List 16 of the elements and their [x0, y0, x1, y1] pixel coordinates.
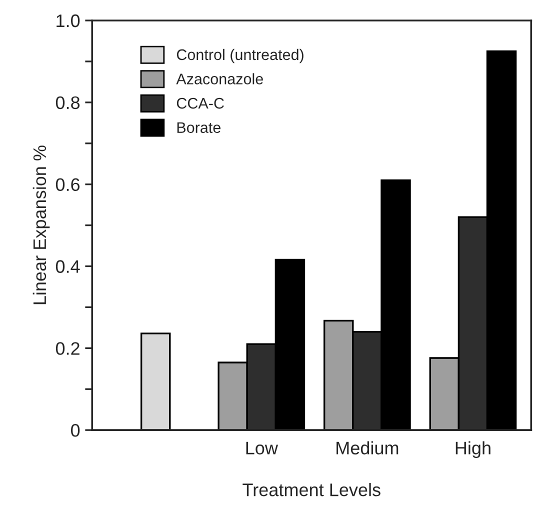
y-tick-label: 0.8 — [56, 96, 80, 110]
legend-label: Borate — [177, 122, 220, 133]
x-tick-label: High — [456, 441, 490, 458]
x-tick-label: Medium — [336, 441, 398, 454]
y-tick-label: 0.2 — [56, 342, 80, 355]
legend-label: Azaconazole — [176, 73, 263, 84]
bar — [140, 332, 171, 430]
y-tick-label: 0.4 — [56, 260, 80, 273]
x-axis-title: Treatment Levels — [242, 483, 380, 496]
y-axis-title: Linear Expansion % — [32, 146, 50, 304]
y-tick-label: 0.6 — [56, 178, 80, 192]
y-tick-label: 0 — [71, 424, 80, 437]
y-tick-label: 1.0 — [56, 14, 80, 28]
legend-label: CCA-C — [176, 98, 224, 109]
x-tick-label: Low — [246, 442, 278, 454]
legend-label: Control (untreated) — [176, 48, 304, 64]
